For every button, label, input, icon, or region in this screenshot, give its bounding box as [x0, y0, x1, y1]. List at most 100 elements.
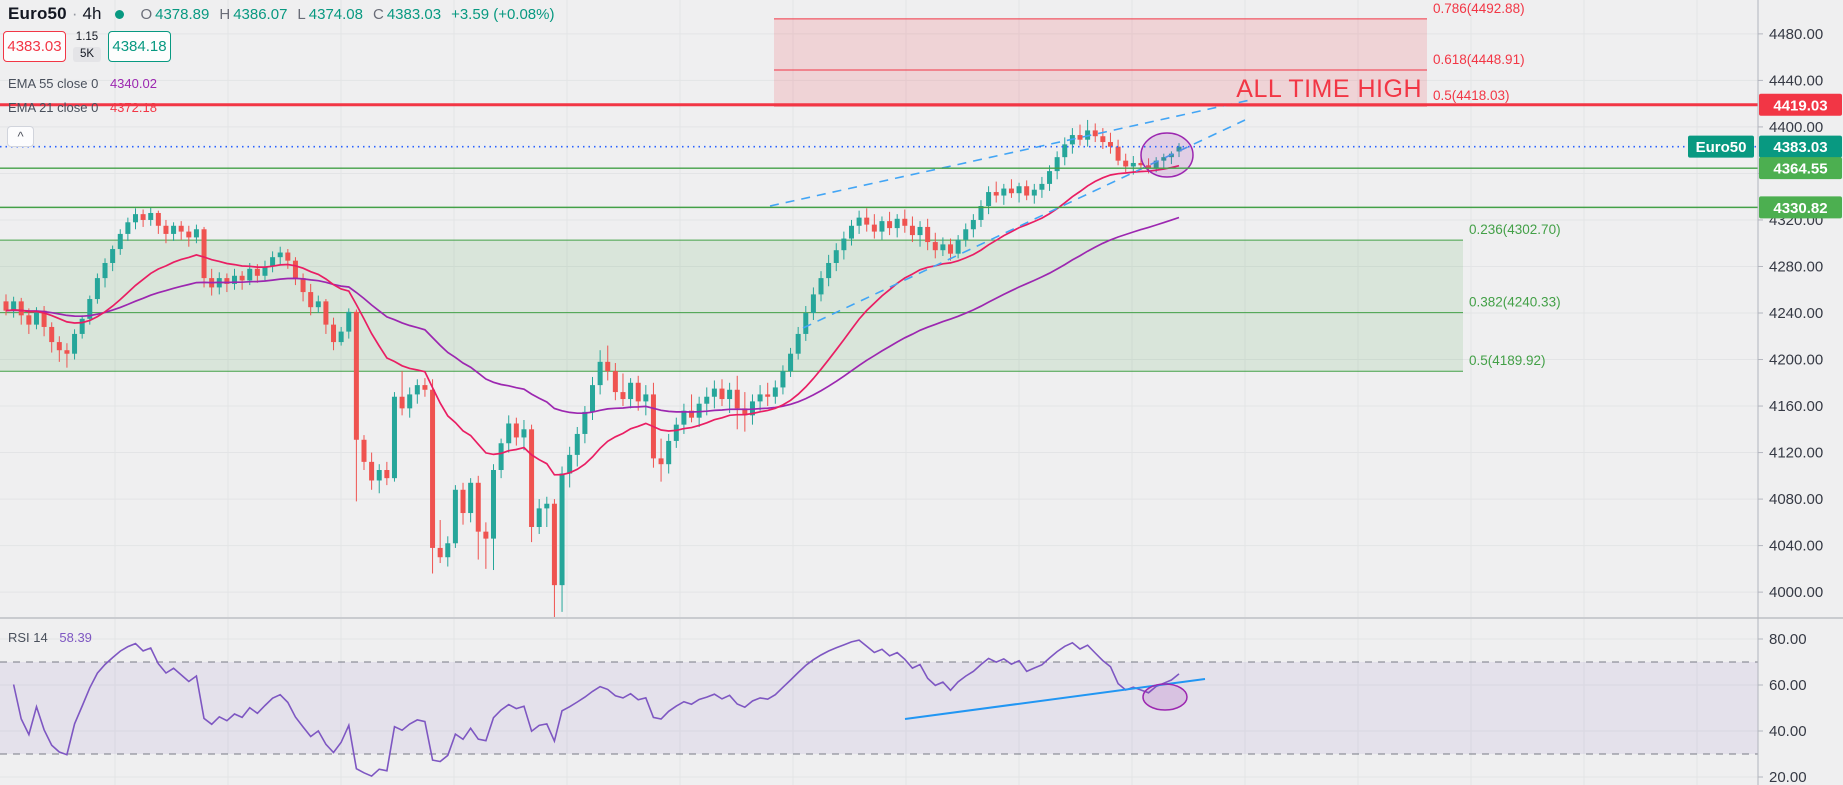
candle-body [612, 371, 618, 393]
candle-body [765, 394, 771, 397]
price-tag [1759, 135, 1842, 158]
candle-body [848, 225, 854, 239]
candle-body [87, 299, 93, 319]
fib-level-label: 0.618(4448.91) [1433, 52, 1525, 67]
open-label: O [140, 5, 153, 23]
fib-level-label: 0.236(4302.70) [1469, 222, 1561, 237]
candle-body [445, 543, 451, 558]
candle-body [788, 353, 794, 372]
candle-body [605, 361, 611, 372]
candle-body [628, 382, 634, 400]
candle-body [506, 423, 512, 444]
sell-button[interactable]: 4383.03 [3, 31, 66, 62]
candle-body [125, 222, 131, 234]
rsi-band [0, 662, 1758, 754]
candle-body [666, 440, 672, 465]
candle-body [1047, 171, 1053, 184]
candle-body [681, 410, 687, 425]
price-tag-label: 4383.03 [1773, 139, 1827, 156]
candle-body [56, 342, 62, 351]
candle-body [270, 257, 276, 267]
candle-body [163, 225, 169, 234]
candle-body [963, 229, 969, 240]
fib-extension-zone[interactable] [774, 18, 1427, 106]
rsi-pane-content [0, 639, 1758, 778]
candle-body [1123, 160, 1129, 167]
chart-legend-title[interactable]: Euro50 · 4h O 4378.89 H 4386.07 L 4374.0… [8, 4, 554, 24]
candle-body [559, 473, 565, 586]
price-tag [1759, 93, 1842, 116]
candle-body [1107, 142, 1113, 147]
market-open-icon [115, 9, 125, 19]
candle-body [513, 423, 519, 438]
ema-55-line[interactable] [5, 216, 1180, 415]
quantity-badge[interactable]: 5K [72, 47, 102, 62]
candle-body [826, 262, 832, 279]
candle-body [72, 333, 78, 354]
timeframe-label[interactable]: 4h [82, 4, 102, 23]
wedge-lower-line[interactable] [802, 119, 1246, 329]
candle-body [742, 408, 748, 416]
candle-body [810, 294, 816, 313]
candle-body [3, 301, 9, 311]
candle-body [384, 470, 390, 479]
candle-body [902, 218, 908, 226]
highlight-ellipse[interactable] [1140, 132, 1194, 178]
candle-body [483, 531, 489, 539]
low-label: L [297, 5, 306, 23]
candle-body [94, 278, 100, 300]
candle-body [323, 301, 329, 325]
candle-body [49, 326, 55, 343]
candle-body [536, 508, 542, 527]
candle-body [757, 394, 763, 402]
price-tag-label: 4330.82 [1773, 200, 1827, 217]
price-tag [1759, 157, 1842, 180]
candle-body [285, 252, 291, 261]
candle-body [498, 443, 504, 471]
candle-body [689, 410, 695, 418]
indicator-legend-ema55[interactable]: EMA 55 close 0 4340.02 [8, 76, 157, 91]
candle-body [894, 218, 900, 229]
price-axis[interactable] [1758, 0, 1843, 785]
rsi-label: RSI 14 [8, 630, 48, 645]
axis-tick-label: 4160.00 [1769, 398, 1823, 415]
symbol-name[interactable]: Euro50 [8, 4, 67, 23]
candle-body [1092, 130, 1098, 137]
ema-21-line[interactable] [5, 164, 1180, 476]
candle-body [1146, 165, 1152, 168]
candle-body [925, 226, 931, 243]
buy-button[interactable]: 4384.18 [108, 31, 171, 62]
wedge-upper-line[interactable] [769, 99, 1251, 207]
ema21-label: EMA 21 close 0 [8, 100, 99, 115]
candle-body [597, 361, 603, 386]
indicator-legend-ema21[interactable]: EMA 21 close 0 4372.18 [8, 100, 157, 115]
candle-body [544, 503, 550, 509]
rsi-highlight-ellipse[interactable] [1142, 683, 1188, 711]
candle-body [1100, 136, 1106, 143]
indicator-legend-rsi[interactable]: RSI 14 58.39 [8, 630, 92, 645]
candle-body [346, 311, 352, 332]
change-value: +3.59 (+0.08%) [451, 5, 555, 23]
fib-retracement-zone[interactable] [0, 240, 1463, 372]
candle-body [232, 275, 238, 284]
candle-body [1161, 157, 1167, 161]
axis-tick-label: 4040.00 [1769, 538, 1823, 555]
collapse-legend-button[interactable]: ^ [7, 126, 34, 147]
candle-body [79, 318, 85, 334]
close-label: C [373, 5, 384, 23]
ema55-label: EMA 55 close 0 [8, 76, 99, 91]
all-time-high-annotation[interactable]: ALL TIME HIGH [1236, 75, 1422, 103]
axis-tick-label: 4080.00 [1769, 491, 1823, 508]
candle-body [391, 396, 397, 479]
axis-tick-label: 4480.00 [1769, 26, 1823, 43]
candle-body [719, 388, 725, 400]
candle-body [155, 212, 161, 226]
candle-body [292, 260, 298, 279]
axis-tick-label: 20.00 [1769, 769, 1807, 785]
open-value: 4378.89 [155, 5, 210, 23]
candle-body [1062, 144, 1068, 158]
candle-body [26, 315, 32, 325]
candle-body [1054, 157, 1060, 172]
